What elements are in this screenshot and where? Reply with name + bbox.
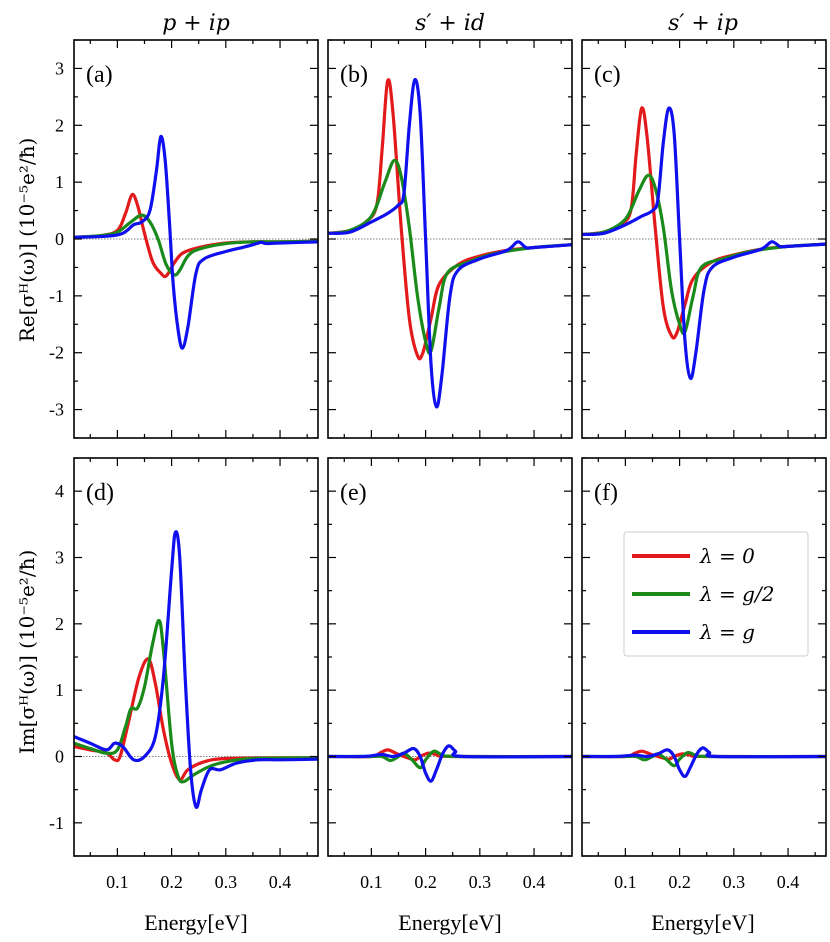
y-tick-label-a: 1 [55, 172, 64, 192]
legend-frame [623, 531, 809, 657]
x-tick-label-e: 0.4 [523, 872, 546, 892]
panel-letter-b: (b) [340, 62, 368, 88]
axes-frame-f [581, 457, 827, 857]
legend-label-lambda-half: λ = g/2 [699, 582, 774, 606]
series-line-c-lambda-half [582, 173, 826, 336]
panel-a: -3 -2 -1 0 1 2 3 (a) [49, 39, 319, 439]
column-title-pip: p + ip [162, 11, 230, 36]
y-tick-label-a: -3 [49, 400, 64, 420]
series-line-d-lambda-g [74, 530, 318, 809]
panel-c: (c) [581, 39, 827, 439]
y-axis-label-imag: Im[σᴴ(ω)] (10⁻⁵e²/ħ) [15, 550, 39, 754]
series-line-d-lambda-half [74, 618, 318, 784]
legend-label-lambda-0: λ = 0 [699, 544, 755, 568]
panel-letter-e: (e) [340, 480, 367, 506]
series-line-f-lambda-half [582, 750, 826, 768]
series-line-e-lambda-g [328, 744, 572, 783]
y-tick-label-d: 3 [55, 548, 64, 568]
column-title-sid: s′ + id [415, 11, 485, 36]
y-tick-label-d: 2 [55, 614, 64, 634]
series-line-b-lambda-half [328, 158, 572, 355]
column-title-sip: s′ + ip [668, 11, 738, 36]
x-tick-label-e: 0.3 [469, 872, 492, 892]
x-tick-label-f: 0.2 [668, 872, 691, 892]
legend-label-lambda-g: λ = g [699, 620, 755, 644]
x-tick-label-e: 0.1 [360, 872, 383, 892]
series-line-b-lambda-g [328, 78, 572, 409]
x-tick-label-d: 0.4 [269, 872, 292, 892]
series-line-a-lambda-g [74, 134, 318, 350]
x-tick-label-f: 0.1 [614, 872, 637, 892]
legend: λ = 0 λ = g/2 λ = g [623, 531, 809, 657]
y-tick-label-d: 1 [55, 680, 64, 700]
panel-e: 0.1 0.2 0.3 0.4 (e) [327, 457, 573, 892]
x-axis-label-c: Energy[eV] [651, 910, 754, 935]
panel-f: 0.1 0.2 0.3 0.4 (f) [581, 457, 827, 892]
x-axis-label-a: Energy[eV] [144, 910, 247, 935]
series-line-e-lambda-half [328, 749, 572, 770]
y-tick-label-a: 0 [55, 229, 64, 249]
y-tick-label-d: -1 [49, 813, 64, 833]
panel-letter-f: (f) [594, 480, 618, 506]
panel-letter-c: (c) [594, 62, 621, 88]
series-line-d-lambda-0 [74, 657, 318, 782]
x-tick-label-f: 0.3 [723, 872, 746, 892]
axes-frame-e [327, 457, 573, 857]
x-tick-label-d: 0.3 [215, 872, 238, 892]
series-line-c-lambda-0 [582, 106, 826, 340]
x-tick-label-d: 0.2 [160, 872, 183, 892]
panel-b: (b) [327, 39, 573, 439]
y-axis-label-real: Re[σᴴ(ω)] (10⁻⁵e²/ħ) [15, 138, 39, 343]
y-tick-label-d: 4 [55, 481, 64, 501]
y-tick-label-a: -1 [49, 286, 64, 306]
x-tick-label-d: 0.1 [106, 872, 129, 892]
panel-letter-d: (d) [86, 480, 114, 506]
y-tick-label-a: 2 [55, 115, 64, 135]
series-line-f-lambda-g [582, 746, 826, 779]
y-tick-label-d: 0 [55, 747, 64, 767]
series-line-c-lambda-g [582, 106, 826, 380]
y-tick-label-a: 3 [55, 58, 64, 78]
panel-letter-a: (a) [86, 62, 113, 88]
axes-frame-d [73, 457, 319, 857]
x-tick-label-e: 0.2 [414, 872, 437, 892]
series-line-b-lambda-0 [328, 78, 572, 361]
y-tick-label-a: -2 [49, 343, 64, 363]
series-line-a-lambda-half [74, 213, 318, 277]
x-tick-label-f: 0.4 [777, 872, 800, 892]
panel-d: 0.1 0.2 0.3 0.4 -1 0 1 2 3 4 (d) [49, 457, 319, 892]
x-axis-label-b: Energy[eV] [398, 910, 501, 935]
